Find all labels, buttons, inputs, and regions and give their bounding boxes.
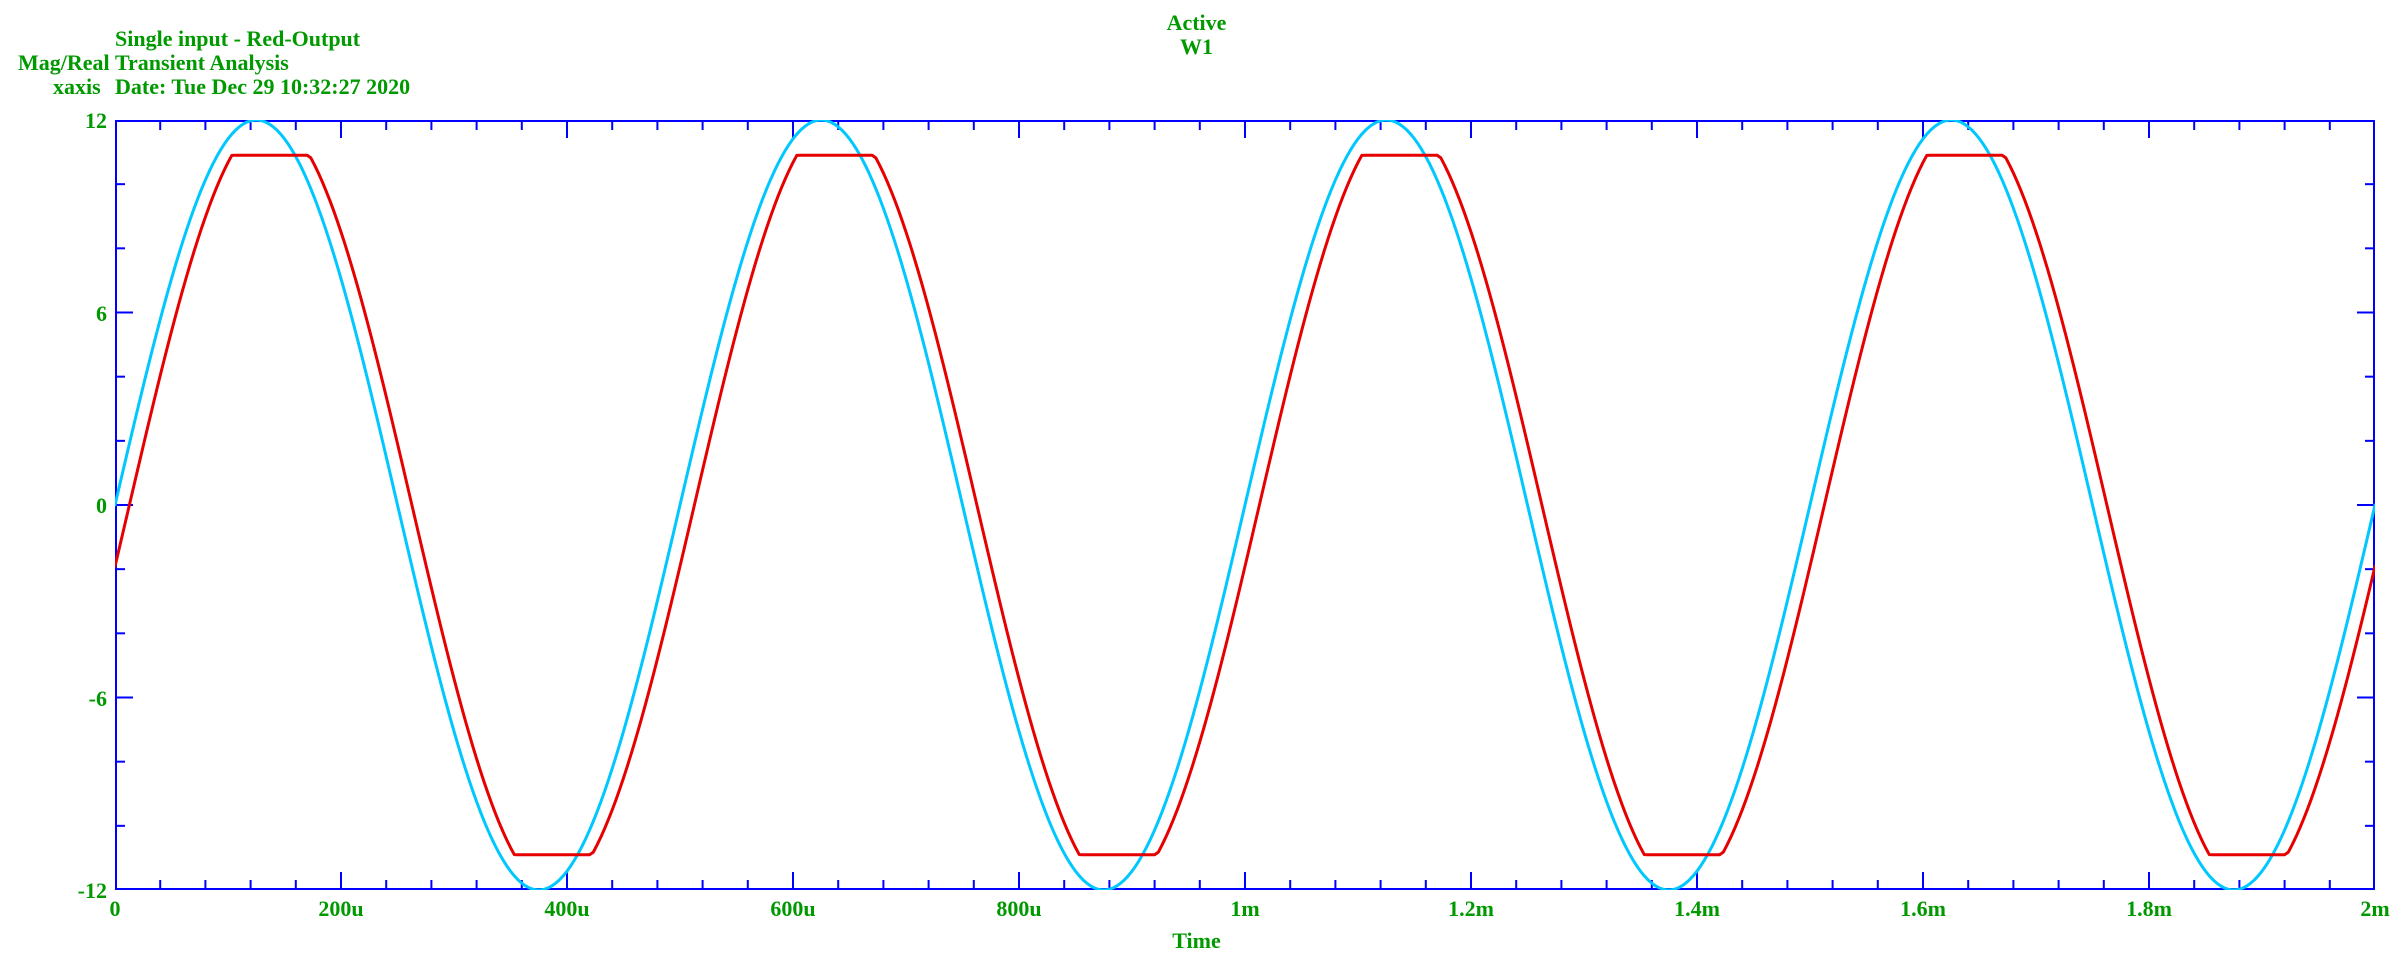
x-axis-title: Time — [0, 928, 2393, 954]
x-tick-label: 2m — [2335, 896, 2393, 922]
title-line-3: Date: Tue Dec 29 10:32:27 2020 — [115, 74, 410, 100]
x-tick-label: 1m — [1205, 896, 1285, 922]
x-tick-label: 400u — [527, 896, 607, 922]
x-tick-label: 1.6m — [1883, 896, 1963, 922]
x-tick-label: 200u — [301, 896, 381, 922]
y-tick-label: 6 — [96, 301, 107, 327]
y-tick-label: 12 — [85, 108, 107, 134]
plot-svg — [115, 120, 2375, 890]
y-axis-label-line-2: xaxis — [53, 74, 101, 100]
y-tick-label: -12 — [78, 878, 107, 904]
status-active: Active — [0, 10, 2393, 36]
x-tick-label: 1.4m — [1657, 896, 1737, 922]
x-tick-label: 1.2m — [1431, 896, 1511, 922]
y-tick-label: 0 — [96, 493, 107, 519]
plot-frame[interactable] — [115, 120, 2375, 890]
x-tick-label: 800u — [979, 896, 1059, 922]
y-tick-label: -6 — [89, 686, 107, 712]
x-tick-label: 600u — [753, 896, 833, 922]
x-tick-label: 1.8m — [2109, 896, 2189, 922]
status-window: W1 — [0, 34, 2393, 60]
